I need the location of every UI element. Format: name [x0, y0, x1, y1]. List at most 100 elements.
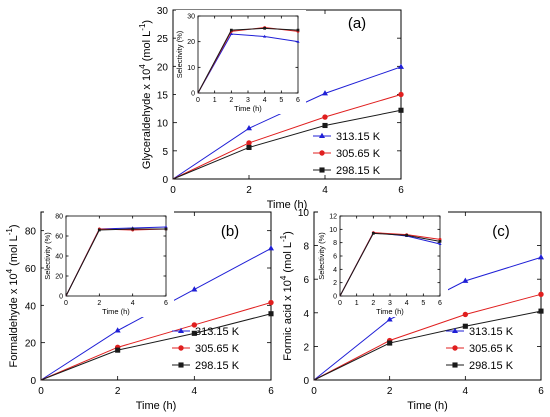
legend-marker — [178, 362, 184, 368]
y-tick-label: 20 — [157, 62, 169, 73]
legend-marker — [319, 132, 325, 138]
legend-marker — [319, 167, 325, 173]
inset-y-axis-title: Selectivity (%) — [43, 232, 52, 280]
inset-data-point — [131, 227, 135, 231]
inset-y-tick-label: 80 — [55, 214, 63, 221]
legend-entry: 313.15 K — [469, 326, 514, 338]
x-tick-label: 2 — [387, 386, 393, 397]
legend-marker — [452, 345, 458, 351]
data-point — [398, 91, 404, 98]
y-tick-label: 10 — [298, 208, 310, 219]
series-line — [172, 109, 402, 180]
inset-y-tick-label: 2 — [333, 280, 337, 287]
inset-x-tick-label: 2 — [229, 97, 233, 104]
data-point — [398, 107, 404, 113]
inset-y-tick-label: 30 — [187, 14, 195, 21]
data-point — [538, 254, 544, 260]
data-point — [386, 316, 393, 322]
legend-entry: 305.65 K — [195, 343, 240, 355]
data-point — [246, 140, 252, 146]
inset-data-point — [164, 227, 168, 231]
inset-x-tick-label: 6 — [164, 300, 168, 307]
series-line — [172, 94, 402, 180]
data-point — [246, 144, 252, 151]
series-line — [40, 302, 272, 381]
legend-marker — [178, 345, 184, 351]
inset-x-tick-label: 4 — [405, 300, 409, 307]
inset-x-tick-label: 1 — [213, 97, 217, 104]
inset-x-axis-title: Time (h) — [234, 104, 262, 113]
y-tick-label: 10 — [157, 119, 169, 130]
legend-entry: 298.15 K — [336, 165, 381, 177]
panel-label: (c) — [492, 223, 510, 240]
inset-y-tick-label: 60 — [55, 234, 63, 241]
x-axis-title: Time (h) — [407, 400, 448, 412]
inset-x-tick-label: 1 — [355, 300, 359, 307]
inset-y-axis-title: Selectivity (%) — [175, 30, 184, 78]
x-axis-title: Time (h) — [267, 199, 308, 211]
data-point — [246, 125, 252, 131]
inset-data-point — [97, 228, 101, 232]
inset-x-tick-label: 4 — [263, 97, 267, 104]
inset-y-tick-label: 12 — [329, 214, 337, 221]
y-tick-label: 2 — [303, 342, 309, 353]
y-tick-label: 20 — [25, 339, 37, 350]
data-point — [268, 245, 274, 251]
data-point — [322, 122, 328, 129]
y-tick-label: 6 — [303, 275, 309, 286]
y-tick-label: 60 — [25, 264, 37, 275]
data-point — [398, 63, 404, 69]
inset-data-point — [371, 231, 375, 235]
inset-data-point — [229, 32, 233, 36]
inset-data-point — [296, 39, 300, 43]
inset-x-tick-label: 0 — [64, 300, 68, 307]
legend: 313.15 K 305.65 K 298.15 K — [172, 326, 240, 372]
y-tick-label: 5 — [162, 147, 168, 158]
inset-x-tick-label: 2 — [97, 300, 101, 307]
inset-data-point — [229, 28, 233, 32]
inset-data-point — [438, 242, 442, 246]
data-point — [322, 114, 328, 120]
inset-x-tick-label: 3 — [388, 300, 392, 307]
legend-marker — [452, 362, 458, 368]
inset-data-point — [405, 233, 409, 237]
data-point — [114, 327, 121, 333]
x-tick-label: 2 — [115, 386, 121, 397]
inset-y-tick-label: 0 — [59, 294, 63, 301]
y-axis-title: Formic acid x 104 (mol L-1) — [279, 231, 294, 361]
inset-x-axis-title: Time (h) — [376, 307, 404, 316]
inset-data-point — [263, 26, 267, 30]
data-point — [115, 347, 121, 353]
y-tick-label: 15 — [157, 91, 169, 102]
x-tick-label: 0 — [38, 386, 44, 397]
inset-data-point — [296, 28, 300, 32]
data-point — [462, 323, 468, 329]
x-axis-title: Time (h) — [136, 400, 177, 412]
data-point — [462, 277, 469, 283]
y-tick-label: 0 — [30, 376, 36, 387]
legend-marker — [319, 150, 325, 156]
legend-entry: 313.15 K — [195, 326, 240, 338]
series-line — [313, 310, 542, 381]
panel-label: (a) — [348, 15, 366, 32]
data-point — [268, 311, 274, 317]
data-point — [538, 308, 544, 314]
inset-series-line — [197, 27, 299, 94]
inset-series-line — [197, 33, 299, 94]
data-point — [191, 286, 198, 292]
y-tick-label: 0 — [162, 175, 168, 186]
y-tick-label: 4 — [303, 309, 309, 320]
x-tick-label: 4 — [463, 386, 469, 397]
panel-label: (b) — [221, 223, 239, 240]
legend-entry: 313.15 K — [336, 131, 381, 143]
inset-y-tick-label: 4 — [333, 267, 337, 274]
inset-x-tick-label: 6 — [296, 97, 300, 104]
y-tick-label: 25 — [157, 34, 169, 45]
inset-y-tick-label: 8 — [333, 240, 337, 247]
inset-data-point — [438, 239, 442, 243]
y-tick-label: 80 — [25, 227, 37, 238]
x-tick-label: 4 — [192, 386, 198, 397]
